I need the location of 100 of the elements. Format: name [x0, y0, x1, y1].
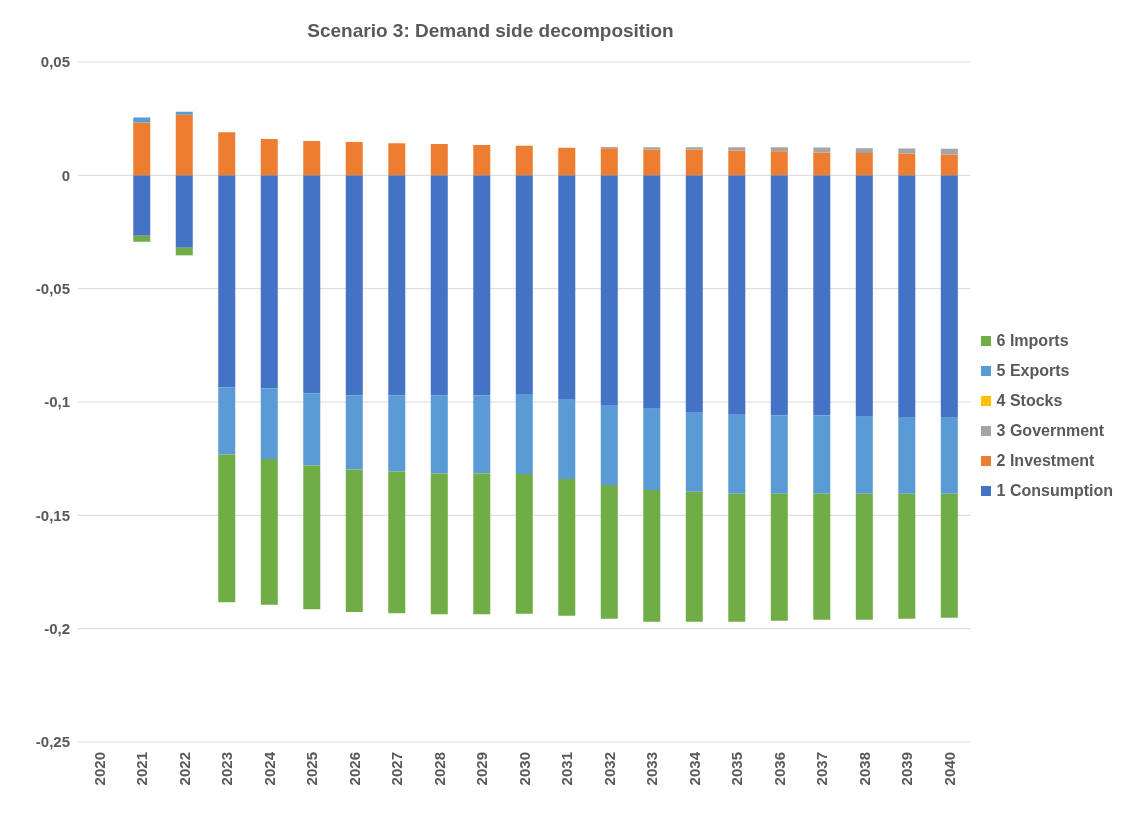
- bar: [770, 151, 788, 176]
- bar: [898, 153, 916, 176]
- bar: [855, 416, 873, 494]
- bar: [558, 175, 576, 400]
- bar: [430, 175, 448, 396]
- bar: [643, 408, 661, 490]
- legend-label: 4 Stocks: [996, 392, 1063, 410]
- bar: [685, 175, 703, 413]
- bar: [940, 154, 958, 176]
- legend-label: 3 Government: [996, 422, 1105, 440]
- bar: [728, 150, 746, 176]
- bar: [940, 175, 958, 418]
- bar: [430, 395, 448, 474]
- bar: [345, 142, 363, 176]
- legend-label: 2 Investment: [996, 452, 1095, 470]
- bar: [388, 395, 406, 472]
- bar: [855, 153, 873, 176]
- bar: [728, 147, 746, 151]
- bar: [175, 111, 193, 115]
- bar: [218, 387, 236, 455]
- bar: [218, 175, 236, 388]
- bar: [218, 132, 236, 176]
- bar: [175, 175, 193, 248]
- bar: [515, 175, 533, 395]
- x-tick-label: 2026: [345, 752, 363, 786]
- bar: [643, 175, 661, 409]
- bar: [728, 175, 746, 415]
- bar: [643, 149, 661, 176]
- x-tick-label: 2023: [218, 752, 236, 786]
- x-tick-label: 2022: [175, 752, 193, 786]
- x-tick-label: 2038: [855, 752, 873, 786]
- y-tick-label: 0: [61, 166, 70, 184]
- bar: [260, 175, 278, 389]
- bar: [600, 148, 618, 176]
- bar: [345, 395, 363, 470]
- x-tick-label: 2032: [600, 752, 618, 786]
- bar: [643, 489, 661, 622]
- x-tick-label: 2030: [515, 752, 533, 786]
- y-tick-label: -0,05: [35, 279, 70, 297]
- bar: [303, 393, 321, 466]
- x-tick-label: 2027: [388, 752, 406, 786]
- x-tick-label: 2020: [90, 752, 108, 786]
- bar: [175, 247, 193, 256]
- bar: [600, 175, 618, 405]
- legend-label: 1 Consumption: [996, 482, 1113, 500]
- bar: [728, 493, 746, 622]
- bar: [770, 147, 788, 152]
- bar: [940, 417, 958, 494]
- bar: [345, 175, 363, 396]
- bar: [898, 417, 916, 494]
- x-tick-label: 2035: [728, 752, 746, 786]
- bar: [558, 479, 576, 616]
- bar: [855, 493, 873, 620]
- bar: [770, 415, 788, 494]
- bar: [685, 491, 703, 622]
- bar: [388, 143, 406, 176]
- bar: [388, 175, 406, 396]
- y-tick-label: -0,15: [35, 506, 70, 524]
- x-tick-label: 2040: [940, 752, 958, 786]
- y-tick-label: -0,1: [44, 393, 70, 411]
- bar: [260, 139, 278, 176]
- bar: [600, 404, 618, 485]
- bar: [133, 117, 151, 123]
- bar: [813, 175, 831, 416]
- x-tick-label: 2021: [133, 752, 151, 786]
- bar: [515, 474, 533, 614]
- bar: [473, 175, 491, 396]
- y-tick-label: 0,05: [40, 53, 70, 71]
- bar: [898, 175, 916, 418]
- x-tick-label: 2033: [643, 752, 661, 786]
- bar: [685, 149, 703, 176]
- legend-label: 5 Exports: [996, 362, 1070, 380]
- bar: [813, 152, 831, 176]
- bar: [813, 493, 831, 620]
- bar: [133, 235, 151, 242]
- bar: [813, 147, 831, 153]
- bar: [303, 141, 321, 176]
- bar: [303, 465, 321, 610]
- bar: [558, 147, 576, 176]
- x-tick-label: 2037: [813, 752, 831, 786]
- bar: [133, 175, 151, 236]
- bar: [473, 395, 491, 474]
- bar: [515, 394, 533, 475]
- bar: [685, 412, 703, 492]
- bar: [175, 114, 193, 176]
- x-tick-label: 2034: [685, 751, 703, 786]
- bar: [770, 175, 788, 416]
- bar: [473, 144, 491, 176]
- bar: [133, 122, 151, 176]
- x-tick-label: 2029: [473, 752, 491, 786]
- x-tick-label: 2024: [260, 751, 278, 786]
- bar: [473, 473, 491, 615]
- bar: [260, 459, 278, 605]
- bar: [898, 493, 916, 619]
- bar: [600, 484, 618, 619]
- bar: [898, 148, 916, 154]
- bar: [813, 415, 831, 494]
- bar: [430, 144, 448, 176]
- bar: [388, 471, 406, 614]
- bar: [728, 414, 746, 494]
